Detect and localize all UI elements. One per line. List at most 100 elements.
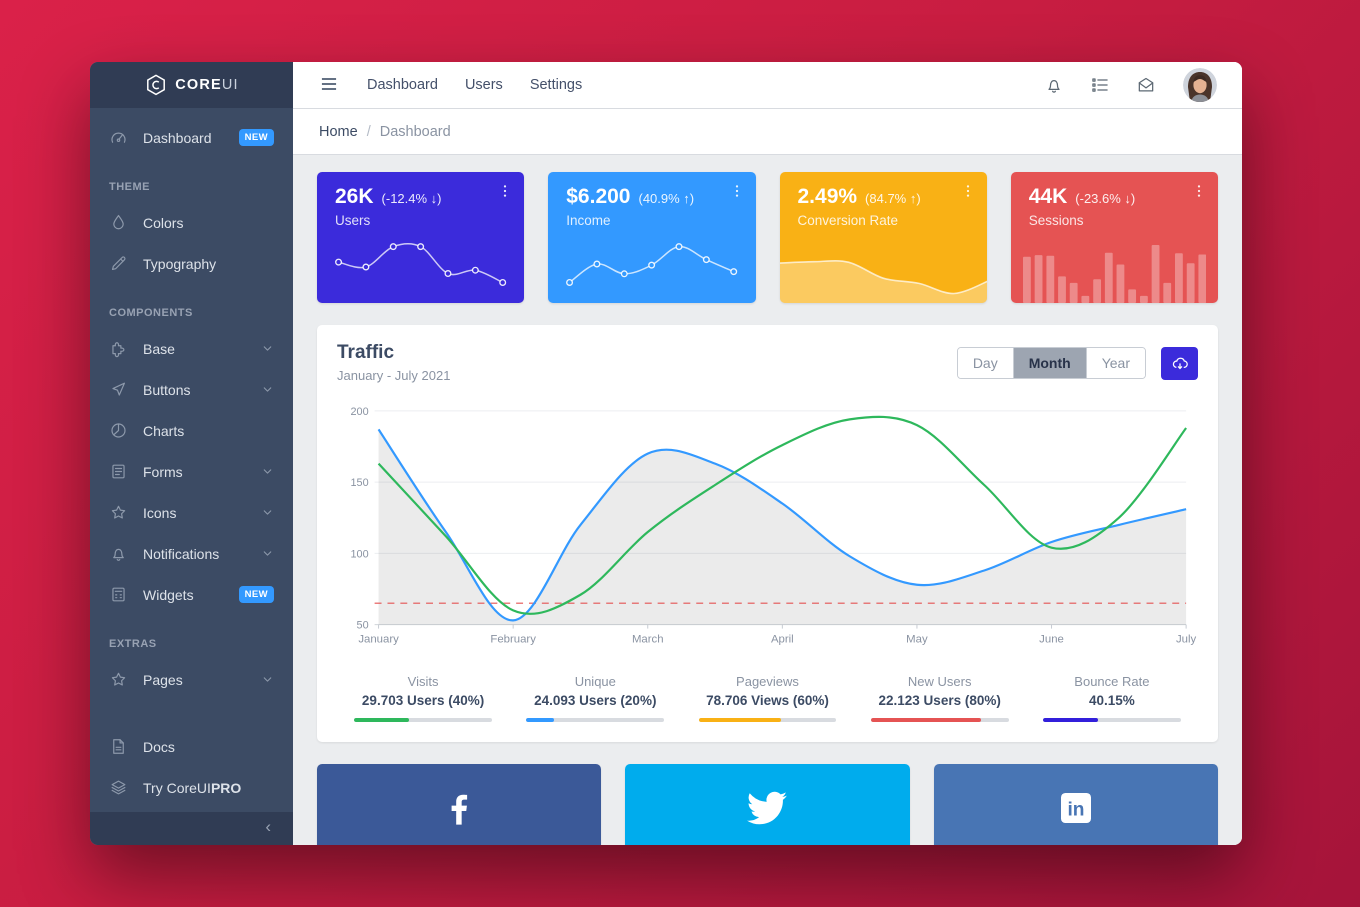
sidebar-item-docs[interactable]: Docs xyxy=(90,726,293,767)
summary-stat-label: Visits xyxy=(407,674,439,690)
sidebar-item-colors[interactable]: Colors xyxy=(90,202,293,243)
summary-stat-new-users: New Users 22.123 Users (80%) xyxy=(854,674,1026,723)
svg-text:March: March xyxy=(632,633,664,645)
sidebar-brand[interactable]: COREUI xyxy=(90,62,293,108)
traffic-summary-row: Visits 29.703 Users (40%) Unique 24.093 Use… xyxy=(337,662,1198,734)
social-card-header: in xyxy=(933,764,1218,845)
stat-value: 26K (-12.4% ↓) xyxy=(335,185,442,208)
top-header: Dashboard Users Settings xyxy=(293,62,1242,109)
summary-stat-label: New Users xyxy=(907,674,972,690)
card-menu-button[interactable] xyxy=(1188,181,1210,203)
social-card-header xyxy=(317,764,602,845)
range-button-year[interactable]: Year xyxy=(1085,348,1145,378)
sidebar-item-icons[interactable]: Icons xyxy=(90,492,293,533)
social-card-twitter xyxy=(625,764,910,845)
sidebar-minimizer-button[interactable]: ‹ xyxy=(90,812,293,845)
speedometer-icon xyxy=(109,128,128,147)
sidebar-section-components: COMPONENTS xyxy=(109,307,193,319)
drop-icon xyxy=(109,213,128,232)
header-action-icons xyxy=(1044,75,1156,95)
social-cards-row: in xyxy=(317,764,1218,845)
page-content: 26K (-12.4% ↓) Users $6.200 (40.9% ↑) Income 2… xyxy=(293,155,1242,845)
kebab-icon xyxy=(729,184,745,202)
progress-fill xyxy=(354,718,410,723)
sidebar-item-typography[interactable]: Typography xyxy=(90,243,293,284)
sidebar-item-label: Charts xyxy=(143,422,185,439)
summary-stat-value: 78.706 Views (60%) xyxy=(706,693,829,709)
card-menu-button[interactable] xyxy=(494,181,516,203)
sidebar-item-charts[interactable]: Charts xyxy=(90,410,293,451)
bell-icon[interactable] xyxy=(1044,75,1064,95)
card-menu-button[interactable] xyxy=(726,181,748,203)
progress-track xyxy=(1043,718,1181,723)
traffic-subtitle: January - July 2021 xyxy=(337,368,451,383)
card-menu-button[interactable] xyxy=(957,181,979,203)
top-nav-dashboard[interactable]: Dashboard xyxy=(367,77,438,93)
brand-name: COREUI xyxy=(175,77,239,93)
new-badge: NEW xyxy=(238,586,274,603)
summary-stat-label: Unique xyxy=(574,674,616,690)
avatar[interactable] xyxy=(1183,68,1217,102)
star-icon xyxy=(109,503,128,522)
progress-fill xyxy=(870,718,981,723)
traffic-card: Traffic January - July 2021 Day Month Year… xyxy=(317,325,1218,743)
facebook-icon xyxy=(439,788,479,833)
svg-text:February: February xyxy=(490,633,536,645)
mail-icon[interactable] xyxy=(1136,75,1156,95)
stat-sparkline xyxy=(1022,241,1206,303)
range-button-day[interactable]: Day xyxy=(957,348,1013,378)
stat-card-conversion-rate: 2.49% (84.7% ↑) Conversion Rate xyxy=(779,172,987,303)
breadcrumb-current: Dashboard xyxy=(379,123,451,140)
sidebar-item-buttons[interactable]: Buttons xyxy=(90,369,293,410)
top-nav-settings[interactable]: Settings xyxy=(529,77,583,93)
social-card-linkedin: in xyxy=(933,764,1218,845)
stat-delta: (-12.4% ↓) xyxy=(381,191,442,206)
sidebar-item-forms[interactable]: Forms xyxy=(90,451,293,492)
download-button[interactable] xyxy=(1161,347,1198,380)
progress-fill xyxy=(1043,718,1099,723)
sidebar-nav: Dashboard NEW THEME Colors Typography COMPONE… xyxy=(90,108,293,812)
hamburger-icon xyxy=(321,78,337,90)
sidebar-item-label: Colors xyxy=(143,214,184,231)
puzzle-icon xyxy=(109,339,128,358)
sidebar-item-label: Widgets xyxy=(143,586,194,603)
sidebar-item-pages[interactable]: Pages xyxy=(90,659,293,700)
sidebar-item-try-coreui[interactable]: Try CoreUIPRO xyxy=(90,767,293,808)
stat-label: Sessions xyxy=(1028,213,1084,228)
stat-sparkline xyxy=(779,245,987,303)
chevron-down-icon xyxy=(261,673,274,686)
summary-stat-pageviews: Pageviews 78.706 Views (60%) xyxy=(681,674,853,723)
summary-stat-visits: Visits 29.703 Users (40%) xyxy=(337,674,509,723)
stat-label: Conversion Rate xyxy=(797,213,899,228)
svg-text:50: 50 xyxy=(357,620,369,632)
summary-stat-value: 24.093 Users (20%) xyxy=(534,693,657,709)
avatar-image xyxy=(1183,68,1217,102)
stat-delta: (40.9% ↑) xyxy=(638,191,695,206)
chevron-down-icon xyxy=(261,465,274,478)
top-nav-users[interactable]: Users xyxy=(464,77,503,93)
breadcrumb: Home / Dashboard xyxy=(293,109,1242,155)
sidebar-section-theme: THEME xyxy=(109,181,150,193)
summary-stat-label: Pageviews xyxy=(736,674,799,690)
list-icon[interactable] xyxy=(1090,75,1110,95)
sidebar-item-dashboard[interactable]: Dashboard NEW xyxy=(90,117,293,158)
breadcrumb-home-link[interactable]: Home xyxy=(319,123,358,140)
range-button-month[interactable]: Month xyxy=(1012,348,1086,378)
sidebar-item-base[interactable]: Base xyxy=(90,328,293,369)
sidebar-item-widgets[interactable]: Widgets NEW xyxy=(90,574,293,615)
svg-text:January: January xyxy=(358,633,399,645)
sidebar-item-label: Icons xyxy=(143,504,177,521)
summary-stat-value: 40.15% xyxy=(1088,693,1135,709)
menu-toggle-button[interactable] xyxy=(318,74,340,96)
progress-track xyxy=(354,718,492,723)
file-icon xyxy=(109,737,128,756)
kebab-icon xyxy=(497,184,513,202)
kebab-icon xyxy=(1191,184,1207,202)
sidebar-item-notifications[interactable]: Notifications xyxy=(90,533,293,574)
progress-fill xyxy=(698,718,782,723)
star-icon xyxy=(109,670,128,689)
sidebar-item-label: Buttons xyxy=(143,381,191,398)
twitter-icon xyxy=(747,788,788,833)
calculator-icon xyxy=(109,585,128,604)
cloud-download-icon xyxy=(1172,357,1188,369)
